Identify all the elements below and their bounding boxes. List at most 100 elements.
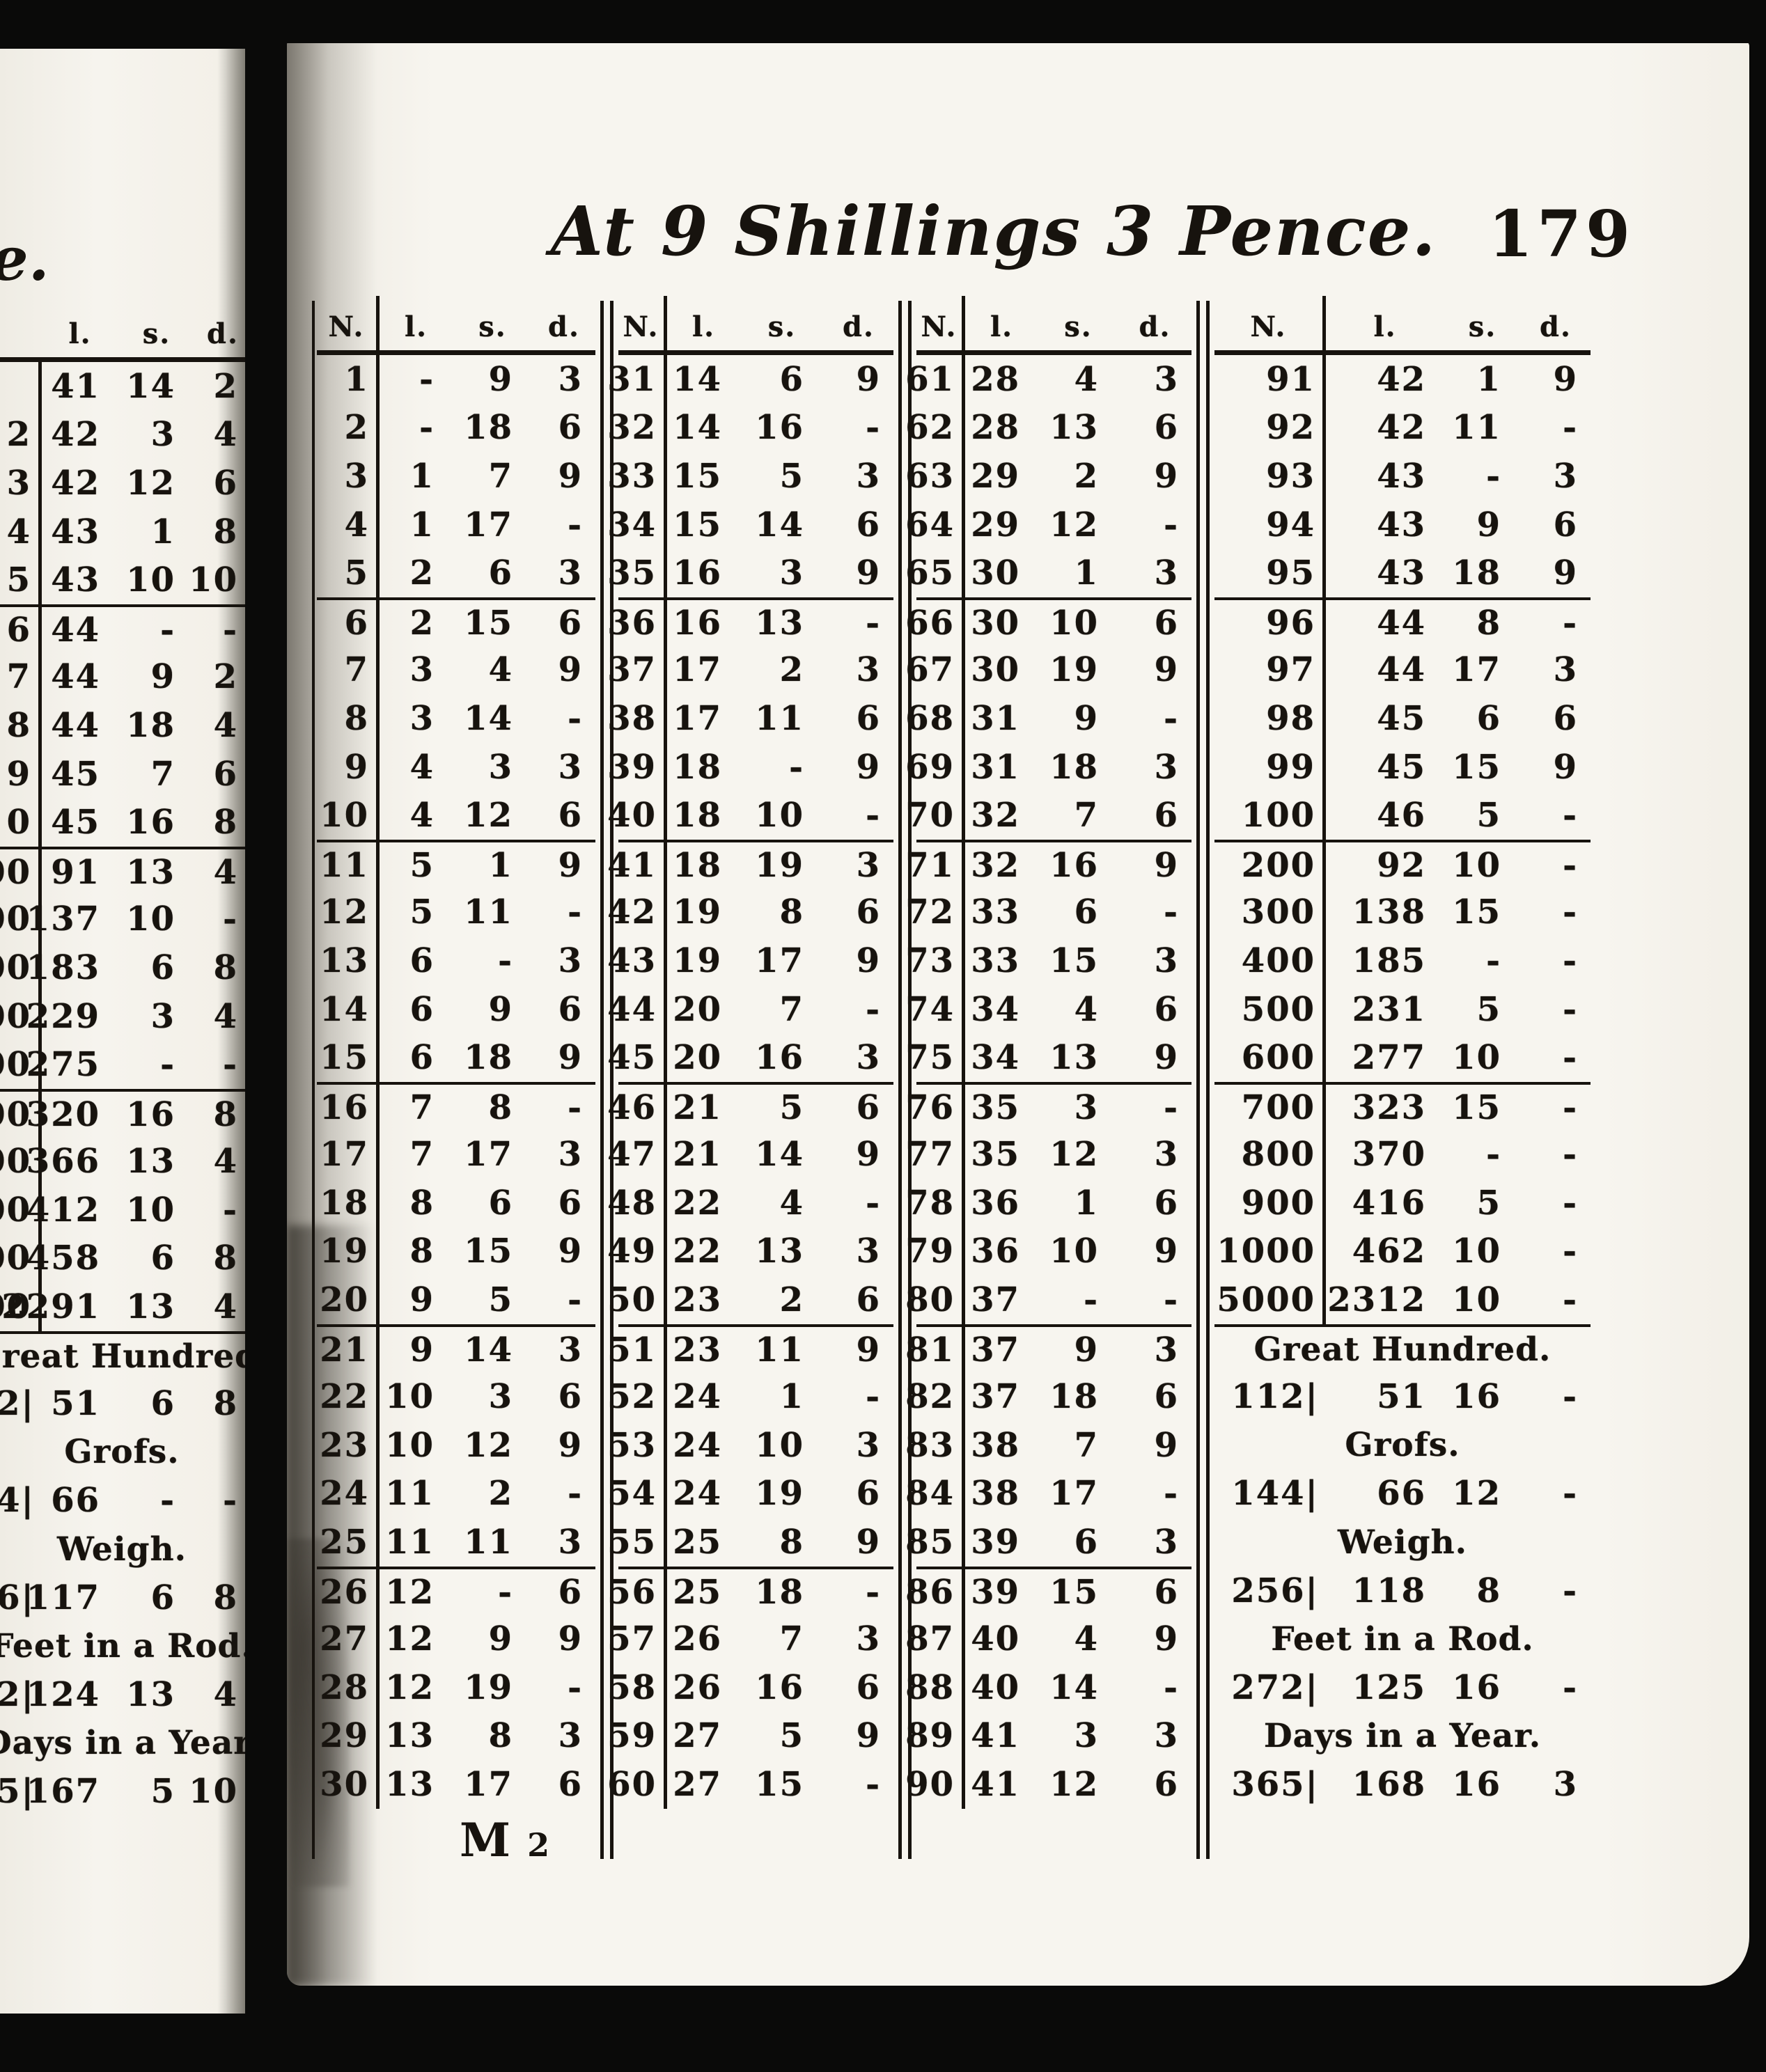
table-cell: 45 (607, 1033, 667, 1082)
table-cell: 45 (51, 803, 100, 842)
table-cell: 8 (213, 1384, 238, 1424)
table-cell: 3 (779, 554, 804, 593)
table-cell: 72 (905, 888, 965, 937)
table-cell: 11 (755, 698, 804, 738)
table-cell: 21 (317, 1324, 380, 1373)
table-cell: 6 (150, 1239, 175, 1278)
table-cell: 00 (0, 895, 42, 944)
table-cell: 8 (779, 1523, 804, 1562)
table-cell: 9 (558, 650, 583, 690)
table-cell: 14 (755, 505, 804, 544)
table-cell: 55 (607, 1518, 667, 1567)
table-cell: - (1563, 1377, 1578, 1417)
column-divider-double (1196, 301, 1200, 1859)
column-header: N. (317, 296, 380, 355)
table-cell: 8 (409, 1183, 435, 1223)
table-cell: 19 (673, 893, 722, 932)
table-cell: 58 (607, 1663, 667, 1712)
table-cell: 43 (1377, 456, 1426, 496)
table-cell: 124 (26, 1674, 100, 1714)
table-cell: 66 (51, 1481, 100, 1521)
table-cell: 24 (673, 1425, 722, 1465)
table-cell: - (568, 1667, 583, 1707)
table-cell: 4 (213, 1674, 238, 1714)
table-cell: 44 (1377, 650, 1426, 690)
table-cell: 89 (905, 1711, 965, 1761)
table-cell: 28 (971, 408, 1020, 448)
table-cell: - (118, 604, 195, 653)
table-cell: 10 (1444, 839, 1521, 888)
table-cell: 8 (213, 803, 238, 842)
table-cell: 50 (607, 1276, 667, 1324)
table-cell: 92 (1214, 403, 1326, 453)
table-cell: 18 (464, 408, 513, 448)
table-cell: 19 (464, 1667, 513, 1707)
table-cell: 47 (607, 1130, 667, 1179)
table-cell: 3 (150, 996, 175, 1036)
section-label: Days in a Year. (0, 1723, 245, 1762)
table-cell: 22 (317, 1372, 380, 1422)
table-cell: 39 (965, 1566, 1038, 1615)
table-cell: 3 (1074, 1716, 1099, 1756)
table-cell: 19 (740, 839, 824, 888)
column-header: s. (740, 296, 824, 355)
table-cell: - (1164, 1280, 1179, 1320)
table-cell: 5 (488, 1280, 513, 1320)
table-cell: 10 (755, 1425, 804, 1465)
table-cell: 16 (1452, 1667, 1501, 1707)
table-cell: 12 (317, 888, 380, 937)
table-cell: 7 (1074, 1425, 1099, 1465)
table-cell: - (1164, 505, 1179, 544)
table-cell: 6 (558, 1765, 583, 1805)
table-cell: 29 (971, 456, 1020, 496)
table-cell: 2 (213, 366, 238, 406)
table-cell: 74 (905, 984, 965, 1034)
table-cell: 9 (317, 742, 380, 792)
table-cell: 10 (1452, 1038, 1501, 1078)
table-cell: 4 (213, 1287, 238, 1327)
section-label: Grofs. (1345, 1426, 1460, 1465)
column-header: l. (1326, 296, 1444, 355)
table-cell: 15 (755, 1765, 804, 1805)
table-cell: 16 (1452, 1377, 1501, 1417)
table-cell: 1 (453, 839, 533, 888)
table-cell: 15 (1038, 1566, 1118, 1615)
table-cell: 22 (673, 1183, 722, 1223)
table-cell: 3 (558, 1523, 583, 1562)
table-cell: 4 (213, 705, 238, 745)
table-cell: - (1563, 1667, 1578, 1707)
table-cell: 16 (126, 803, 175, 842)
table-cell: 8 (317, 694, 380, 743)
table-cell: 16 (1452, 1765, 1501, 1805)
table-cell: 14 (317, 984, 380, 1034)
table-cell: 14 (755, 1135, 804, 1175)
table-cell: 37 (965, 1324, 1038, 1373)
table-cell: 18 (1452, 554, 1501, 593)
table-cell: 13 (1049, 1038, 1099, 1078)
table-cell: 63 (905, 452, 965, 501)
column-header: d. (1118, 296, 1191, 355)
table-cell: 94 (1214, 500, 1326, 549)
table-cell: 26 (673, 1619, 722, 1659)
table-cell: 19 (1049, 650, 1099, 690)
table-cell: 3 (317, 452, 380, 501)
table-cell: 700 (1214, 1081, 1326, 1131)
scan-noise (287, 1539, 350, 1887)
table-cell: 3 (1154, 1135, 1179, 1175)
table-cell: - (1563, 1038, 1578, 1078)
table-cell: 81 (905, 1324, 965, 1373)
table-cell: 25 (317, 1518, 380, 1567)
table-cell: 45 (51, 754, 100, 794)
table-cell: 9 (1074, 698, 1099, 738)
table-cell: 19 (755, 1474, 804, 1514)
table-cell: 45 (1377, 698, 1426, 738)
table-cell: 8 (213, 512, 238, 551)
table-cell: 11 (385, 1523, 435, 1562)
table-cell: 2 (409, 554, 435, 593)
table-cell: 458 (26, 1239, 100, 1278)
table-cell: 100 (1214, 791, 1326, 840)
table-cell: 51 (51, 1384, 100, 1424)
table-cell: 28 (317, 1663, 380, 1712)
table-cell: 9 (856, 747, 881, 787)
table-cell: 14 (673, 408, 722, 448)
